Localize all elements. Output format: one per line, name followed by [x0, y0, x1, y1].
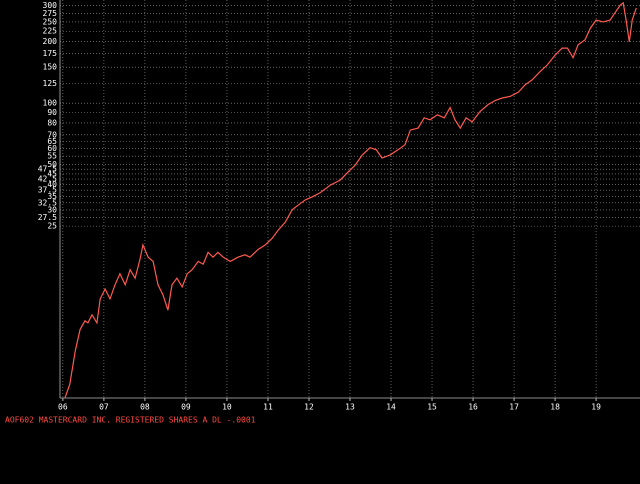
y-tick-label: 37.5 [38, 186, 57, 195]
y-tick-label: 65 [47, 137, 57, 146]
x-tick-label: 19 [591, 403, 601, 412]
chart-title: AOF602 MASTERCARD INC. REGISTERED SHARES… [5, 416, 256, 425]
y-tick-label: 250 [43, 17, 58, 26]
x-tick-label: 09 [181, 403, 191, 412]
x-tick-label: 13 [345, 403, 355, 412]
x-tick-label: 15 [427, 403, 437, 412]
y-tick-label: 32.5 [38, 198, 57, 207]
y-tick-label: 225 [43, 27, 58, 36]
x-tick-label: 10 [222, 403, 232, 412]
y-tick-label: 25 [47, 222, 57, 231]
y-tick-label: 80 [47, 118, 57, 127]
y-tick-label: 90 [47, 108, 57, 117]
x-tick-label: 11 [263, 403, 273, 412]
y-tick-label: 40 [47, 180, 57, 189]
x-tick-label: 07 [99, 403, 109, 412]
y-tick-label: 50 [47, 160, 57, 169]
y-tick-label: 27.5 [38, 213, 57, 222]
y-tick-label: 47.5 [38, 165, 57, 174]
y-tick-label: 200 [43, 37, 58, 46]
y-tick-label: 150 [43, 63, 58, 72]
y-tick-label: 70 [47, 130, 57, 139]
y-tick-label: 60 [47, 144, 57, 153]
y-tick-label: 175 [43, 49, 58, 58]
x-tick-label: 06 [58, 403, 68, 412]
y-tick-label: 42.5 [38, 175, 57, 184]
x-tick-label: 14 [386, 403, 396, 412]
y-tick-label: 300 [43, 1, 58, 10]
y-tick-label: 35 [47, 192, 57, 201]
x-tick-label: 12 [304, 403, 314, 412]
y-tick-label: 45 [47, 169, 57, 178]
y-tick-label: 125 [43, 79, 58, 88]
y-tick-label: 100 [43, 99, 58, 108]
x-tick-label: 17 [509, 403, 519, 412]
price-line [64, 1, 637, 399]
x-tick-label: 18 [550, 403, 560, 412]
y-tick-label: 30 [47, 205, 57, 214]
y-tick-label: 275 [43, 9, 58, 18]
x-tick-label: 16 [468, 403, 478, 412]
x-tick-label: 08 [140, 403, 150, 412]
y-tick-label: 55 [47, 152, 57, 161]
